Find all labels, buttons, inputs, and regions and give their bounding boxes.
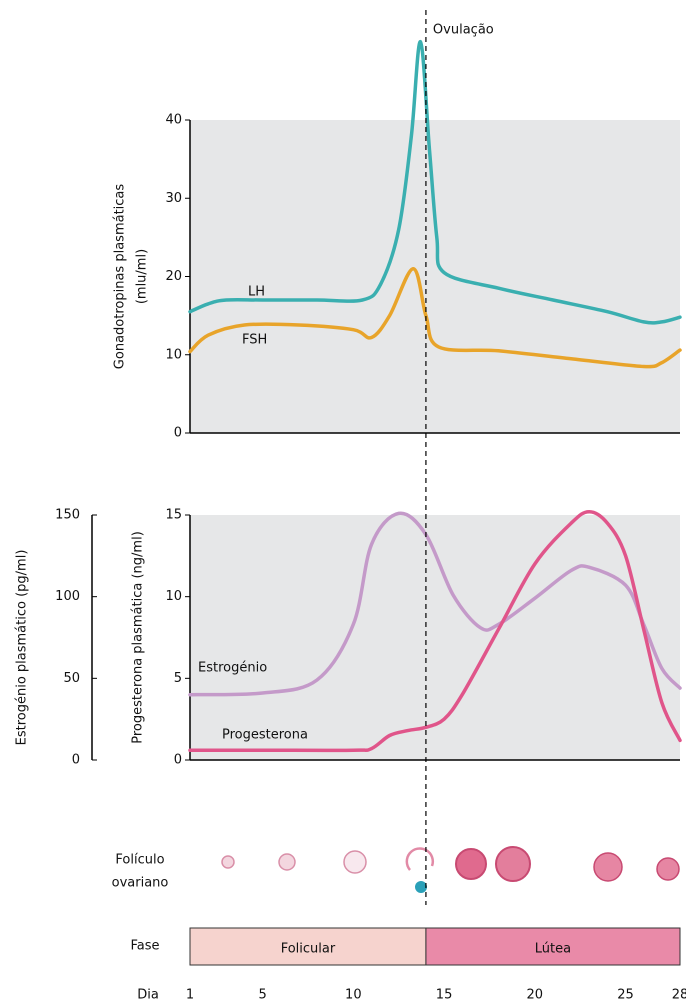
x-tick-label: 20 — [527, 988, 544, 1003]
x-tick-label: 25 — [617, 988, 634, 1003]
y-tick-label: 0 — [174, 753, 182, 768]
follicle — [407, 848, 433, 870]
series-label: Estrogénio — [198, 661, 267, 676]
y-tick-label: 5 — [174, 671, 182, 686]
series-label: Progesterona — [222, 728, 308, 743]
y2-tick-label: 100 — [55, 589, 80, 604]
y2-axis-title: Estrogénio plasmático (pg/ml) — [15, 550, 30, 746]
y-tick-label: 10 — [165, 347, 182, 362]
ovulation-label: Ovulação — [433, 23, 494, 38]
y-tick-label: 15 — [165, 508, 182, 523]
y2-tick-label: 50 — [63, 671, 80, 686]
plot-area — [190, 120, 680, 433]
oocyte — [415, 881, 427, 893]
corpus-luteum — [496, 847, 530, 881]
y-tick-label: 20 — [165, 269, 182, 284]
corpus-luteum — [456, 849, 486, 879]
y-tick-label: 40 — [165, 113, 182, 128]
x-tick-label: 28 — [672, 988, 686, 1003]
y-axis-title: Gonadotropinas plasmáticas — [113, 184, 128, 370]
follicle-label: Folículo — [115, 853, 164, 868]
y-tick-label: 30 — [165, 191, 182, 206]
follicle — [279, 854, 295, 870]
chart: Folículo ovariano Fase Dia 010203040Gona… — [0, 0, 686, 1005]
corpus-luteum — [594, 853, 622, 881]
follicle-label: ovariano — [112, 876, 169, 891]
day-axis-label: Dia — [137, 988, 159, 1003]
y-axis-title: (mlu/ml) — [135, 249, 150, 304]
y2-tick-label: 0 — [72, 753, 80, 768]
follicle — [344, 851, 366, 873]
y-axis-title: Progesterona plasmática (ng/ml) — [131, 531, 146, 744]
y-tick-label: 0 — [174, 426, 182, 441]
y2-tick-label: 150 — [55, 508, 80, 523]
phase-name: Folicular — [281, 942, 336, 957]
x-tick-label: 5 — [258, 988, 266, 1003]
x-tick-label: 1 — [186, 988, 194, 1003]
x-tick-label: 15 — [436, 988, 453, 1003]
series-label: LH — [248, 285, 265, 300]
follicle — [222, 856, 234, 868]
corpus-luteum — [657, 858, 679, 880]
x-tick-label: 10 — [345, 988, 362, 1003]
follicle-images — [222, 847, 679, 893]
y-tick-label: 10 — [165, 589, 182, 604]
phase-name: Lútea — [535, 942, 571, 957]
page: Folículo ovariano Fase Dia 010203040Gona… — [0, 0, 686, 1005]
series-label: FSH — [242, 333, 267, 348]
phase-label: Fase — [130, 939, 159, 954]
